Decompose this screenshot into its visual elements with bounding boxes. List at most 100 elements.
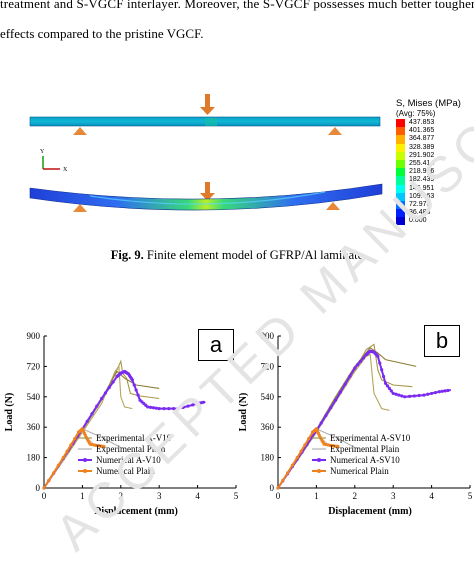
data-point [295, 456, 299, 460]
y-tick-label: 180 [27, 453, 41, 463]
data-point [433, 390, 438, 395]
y-tick-label: 0 [270, 483, 275, 493]
support-triangle-icon [73, 204, 87, 212]
data-point [385, 384, 390, 388]
data-point [358, 359, 363, 363]
legend-marker [317, 469, 321, 473]
data-point [162, 407, 166, 411]
data-point [403, 395, 407, 399]
deformed-beam [29, 183, 383, 211]
chart-panel-a: 0 180 360 540 720 900 0 1 2 3 4 5 Displacement (mm) L… [4, 331, 239, 517]
data-point [378, 361, 382, 365]
paragraph-continued: effects compared to the pristine VGCF. [0, 25, 474, 42]
data-point [276, 486, 280, 490]
y-tick-label: 180 [261, 453, 275, 463]
data-point [146, 405, 150, 409]
y-tick-label: 720 [27, 361, 41, 371]
data-point [426, 392, 430, 396]
stress-legend-row: 145.951 [396, 184, 474, 193]
x-axis-label: Displacement (mm) [94, 506, 178, 517]
data-point [201, 400, 205, 404]
data-point [361, 356, 366, 360]
x-axis-label: Displacement (mm) [328, 506, 412, 517]
y-tick-label: 540 [27, 392, 41, 402]
data-point [95, 404, 99, 408]
data-point [52, 471, 56, 475]
legend-entry: Numerical Plain [96, 466, 155, 476]
data-point [446, 388, 450, 393]
stress-legend-value: 328.389 [409, 143, 435, 151]
stress-legend-value: 401.365 [409, 127, 435, 135]
panel-label-a: a [198, 329, 234, 361]
data-point [389, 389, 393, 393]
legend-marker [83, 469, 87, 473]
x-tick-label: 4 [195, 491, 200, 501]
data-point [290, 463, 294, 467]
y-tick-label: 900 [261, 331, 275, 341]
undeformed-beam [29, 116, 381, 127]
series-line [43, 364, 133, 489]
legend-entry: Experimental A-V10 [96, 433, 172, 443]
data-point [307, 437, 311, 441]
data-point [348, 374, 352, 378]
stress-legend-swatch [396, 168, 405, 177]
data-point [65, 449, 69, 453]
data-point [376, 354, 380, 358]
support-triangle-icon [328, 127, 342, 135]
data-point [56, 463, 61, 467]
data-point [380, 368, 384, 372]
stress-legend-row: 0.000 [396, 217, 474, 226]
data-point [319, 421, 323, 425]
support-triangle-icon [73, 127, 87, 135]
y-tick-label: 540 [261, 392, 275, 402]
triad-y-label: Y [40, 149, 45, 155]
stress-legend-value: 437.853 [409, 119, 435, 126]
data-point [303, 443, 307, 447]
data-point [338, 390, 342, 394]
stress-legend-swatch [396, 127, 405, 136]
stress-legend-value: 255.414 [409, 159, 435, 167]
legend-entry: Experimental A-SV10 [330, 433, 411, 443]
data-point [394, 392, 398, 396]
data-point [356, 363, 360, 367]
data-point [417, 393, 421, 398]
legend-marker [83, 458, 87, 462]
data-point [440, 389, 444, 393]
data-point [148, 405, 153, 409]
stress-legend-row: 72.975 [396, 200, 474, 210]
figure-caption: Fig. 9. Finite element model of GFRP/Al … [0, 248, 474, 263]
data-point [61, 456, 65, 460]
stress-legend-swatch [396, 192, 405, 201]
data-point [400, 394, 404, 398]
stress-legend-subtitle: (Avg: 75%) [396, 109, 436, 118]
stress-legend: S, Mises (MPa) (Avg: 75%) 437.853 401.365… [396, 98, 474, 226]
data-point [299, 449, 303, 453]
stress-legend-value: 109.463 [409, 192, 435, 200]
stress-legend-swatch [396, 176, 405, 185]
load-arrow-icon [200, 182, 215, 201]
fe-model-figure: Y X [29, 94, 383, 212]
data-point [397, 393, 401, 397]
stress-legend-swatch [396, 151, 405, 160]
data-point [157, 407, 161, 411]
panel-label-b-text: b [435, 328, 449, 353]
y-tick-label: 360 [261, 422, 275, 432]
x-tick-label: 0 [276, 491, 281, 501]
stress-legend-row: 36.488 [396, 209, 474, 218]
stress-legend-value: 291.902 [409, 151, 435, 159]
data-point [47, 478, 51, 482]
data-point [73, 437, 77, 441]
stress-legend-row: 328.389 [396, 143, 474, 152]
data-point [90, 412, 94, 416]
stress-legend-value: 182.439 [409, 176, 435, 184]
data-point [186, 404, 190, 408]
stress-legend-value: 0.000 [409, 217, 427, 225]
legend-entry: Numerical A-SV10 [330, 455, 400, 465]
panel-label-b: b [424, 325, 460, 357]
stress-legend-scale: 437.853 401.365 364.877 328.389 291.902 255.4… [396, 119, 474, 226]
paragraph: treatment and S-VGCF interlayer. Moreove… [0, 0, 474, 12]
x-tick-label: 1 [80, 491, 85, 501]
data-point [191, 403, 195, 407]
stress-legend-swatch [396, 184, 405, 193]
x-tick-label: 4 [429, 491, 434, 501]
